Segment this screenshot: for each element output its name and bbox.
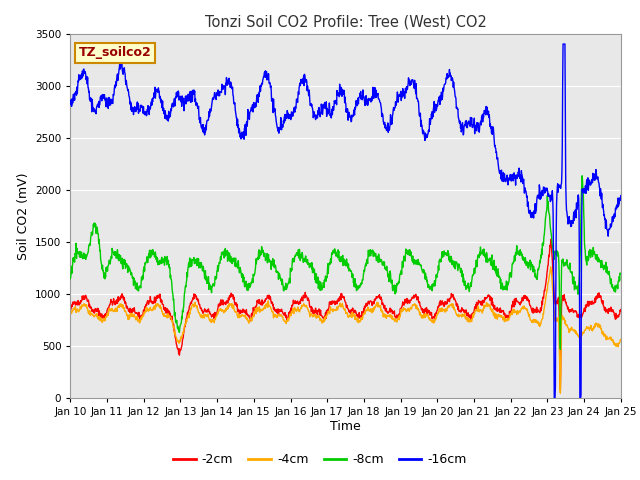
Title: Tonzi Soil CO2 Profile: Tree (West) CO2: Tonzi Soil CO2 Profile: Tree (West) CO2 <box>205 15 486 30</box>
Y-axis label: Soil CO2 (mV): Soil CO2 (mV) <box>17 172 29 260</box>
Legend: -2cm, -4cm, -8cm, -16cm: -2cm, -4cm, -8cm, -16cm <box>168 448 472 471</box>
X-axis label: Time: Time <box>330 420 361 433</box>
Text: TZ_soilco2: TZ_soilco2 <box>79 47 152 60</box>
